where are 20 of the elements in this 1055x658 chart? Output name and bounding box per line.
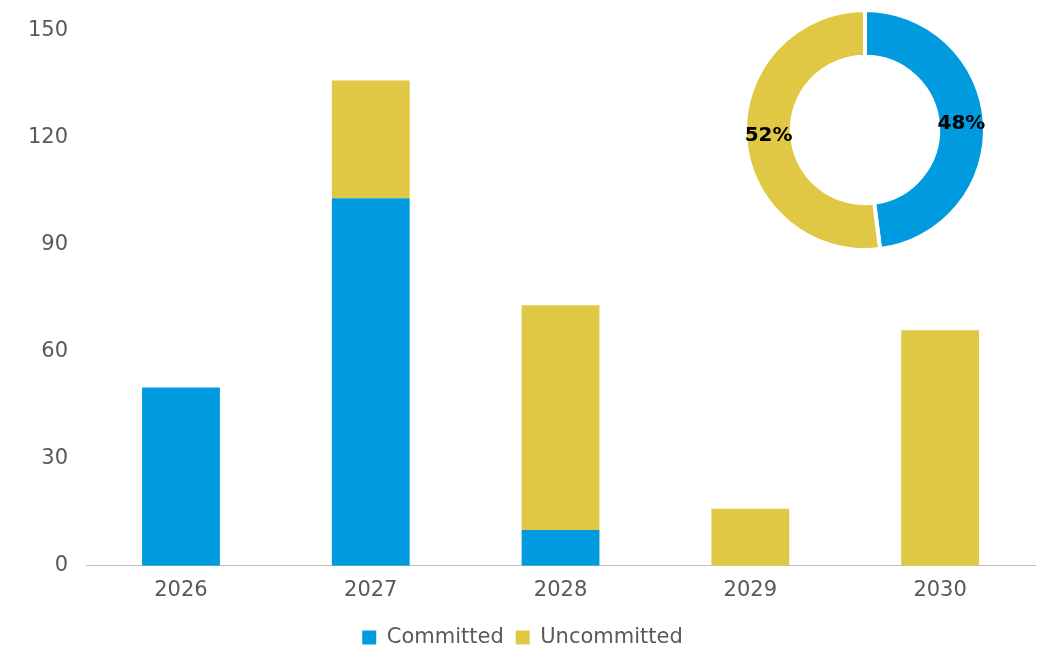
y-tick-label: 120	[27, 124, 69, 149]
legend-label: Uncommitted	[540, 623, 683, 648]
x-tick-label: 2029	[723, 576, 778, 601]
x-tick-label: 2027	[344, 576, 398, 601]
bar	[331, 198, 410, 566]
y-tick-label: 150	[27, 17, 69, 42]
y-tick-label: 90	[41, 231, 69, 256]
y-tick-label: 60	[41, 338, 69, 363]
x-tick-label: 2028	[533, 576, 588, 601]
bar	[521, 530, 600, 566]
bar	[711, 508, 790, 566]
x-tick-label: 2030	[913, 576, 967, 601]
y-tick-label: 30	[41, 445, 69, 470]
x-tick-label: 2026	[154, 576, 208, 601]
legend-label: Committed	[386, 623, 504, 648]
bar	[142, 387, 220, 566]
bar	[521, 305, 600, 531]
bar	[901, 330, 980, 566]
bar	[331, 80, 410, 199]
y-tick-label: 0	[54, 552, 69, 577]
